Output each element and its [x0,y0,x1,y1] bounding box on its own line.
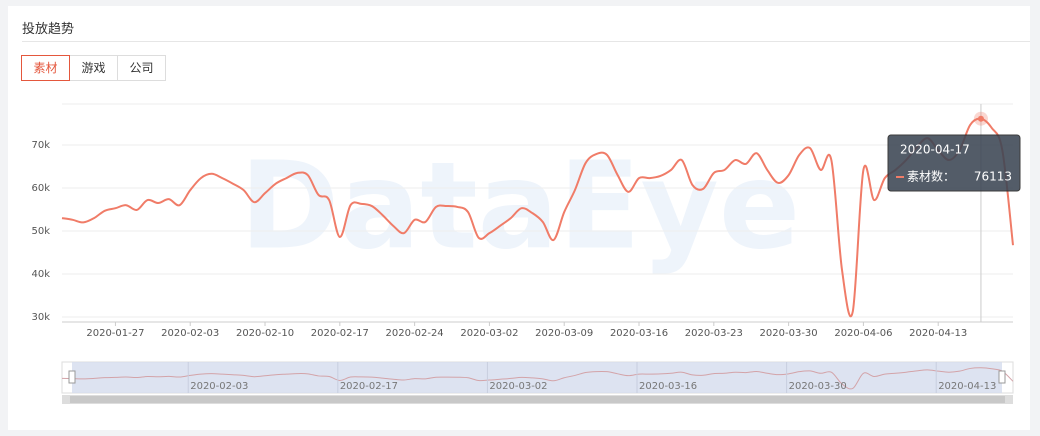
x-tick-label: 2020-02-24 [386,328,444,339]
tooltip-date: 2020-04-17 [900,143,970,157]
line [61,117,1014,318]
y-tick-label: 30k [31,312,50,323]
y-tick-label: 50k [31,226,50,237]
x-tick-label: 2020-04-06 [834,328,892,339]
x-tick-label: 2020-04-13 [909,328,967,339]
x-tick-label: 2020-03-09 [535,328,593,339]
slider-label: 2020-02-17 [340,381,398,392]
section-title: 投放趋势 [22,22,75,37]
y-tick-label: 70k [31,140,50,151]
separator [22,41,1030,42]
x-tick-label: 2020-02-03 [161,328,219,339]
slider-label: 2020-03-02 [489,381,547,392]
x-tick-label: 2020-03-30 [760,328,818,339]
slider-handle[interactable] [68,370,76,384]
x-tick-label: 2020-03-23 [685,328,743,339]
slider-handle[interactable] [998,370,1006,384]
slider-label: 2020-03-30 [789,381,847,392]
x-tick-label: 2020-01-27 [86,328,144,339]
scrollbar-thumb [70,396,1005,403]
tab[interactable]: 素材 [21,55,70,81]
y-tick-label: 40k [31,269,50,280]
tooltip: 2020-04-17 素材数： 76113 [887,134,1021,192]
hover-point [977,115,984,122]
tooltip-series: 素材数： [907,169,955,184]
tabs: 素材 游戏 公司 [21,55,166,81]
tab[interactable]: 公司 [117,55,166,81]
x-tick-label: 2020-02-17 [311,328,369,339]
tooltip-value: 76113 [974,170,1012,184]
x-tick-label: 2020-03-02 [460,328,518,339]
x-tick-label: 2020-02-10 [236,328,294,339]
slider-label: 2020-04-13 [938,381,996,392]
watermark: DataEye [240,138,801,277]
tooltip-box [887,134,1021,192]
slider-label: 2020-03-16 [639,381,697,392]
slider-label: 2020-02-03 [190,381,248,392]
y-tick-label: 60k [31,183,50,194]
x-tick-label: 2020-03-16 [610,328,668,339]
slider-line [61,367,1014,390]
